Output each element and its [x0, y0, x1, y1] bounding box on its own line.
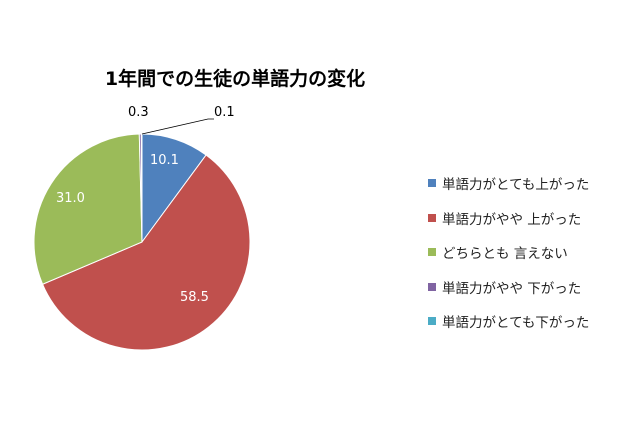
data-label-much-up: 10.1	[150, 153, 179, 168]
swatch-icon	[428, 282, 436, 291]
leader-line	[141, 118, 214, 135]
legend-item-much-down: 単語力がとても下がった	[428, 304, 589, 339]
swatch-icon	[428, 213, 436, 222]
swatch-icon	[428, 179, 436, 188]
chart-title: 1年間での生徒の単語力の変化	[104, 68, 366, 90]
legend-item-slightly-down: 単語力がやや 下がった	[428, 270, 589, 305]
data-label-slightly-up: 58.5	[180, 290, 209, 305]
pie-slice	[33, 133, 143, 285]
data-label-neutral: 31.0	[56, 191, 85, 206]
legend-item-much-up: 単語力がとても上がった	[428, 166, 589, 201]
swatch-icon	[428, 248, 436, 257]
legend-item-neutral: どちらとも 言えない	[428, 235, 589, 270]
pie-slice	[140, 133, 143, 243]
legend-item-slightly-up: 単語力がやや 上がった	[428, 201, 589, 236]
pie-slice	[41, 154, 251, 351]
data-label-much-down: 0.1	[214, 105, 235, 120]
swatch-icon	[428, 317, 436, 326]
legend: 単語力がとても上がった 単語力がやや 上がった どちらとも 言えない 単語力がや…	[428, 166, 589, 339]
data-label-slightly-down: 0.3	[128, 105, 149, 120]
